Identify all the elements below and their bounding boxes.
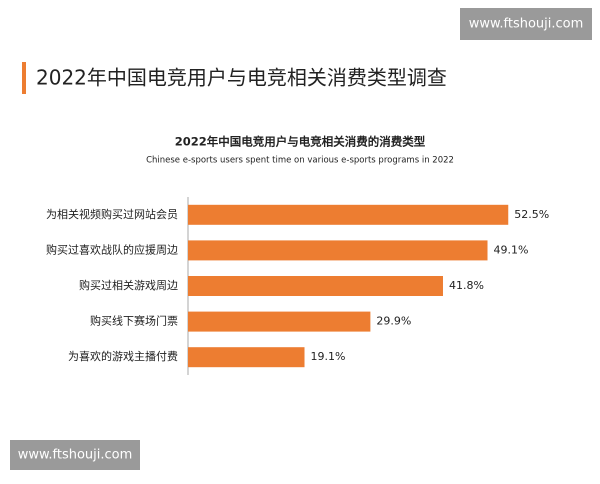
category-label: 为喜欢的游戏主播付费 <box>68 349 178 363</box>
value-label: 29.9% <box>376 315 411 328</box>
bar <box>188 204 509 225</box>
value-label: 49.1% <box>494 243 529 256</box>
watermark-box <box>10 440 140 470</box>
watermark-box <box>460 8 592 40</box>
category-label: 为相关视频购买过网站会员 <box>46 207 178 221</box>
bar <box>188 240 488 261</box>
category-label: 购买过喜欢战队的应援周边 <box>46 242 178 256</box>
value-label: 19.1% <box>311 350 346 363</box>
category-label: 购买过相关游戏周边 <box>79 278 178 292</box>
bar <box>188 276 443 296</box>
value-label: 52.5% <box>514 208 549 221</box>
watermark: www.ftshouji.com <box>469 17 584 32</box>
category-label: 购买线下赛场门票 <box>90 314 178 328</box>
value-label: 41.8% <box>449 279 484 292</box>
header-accent <box>22 62 26 94</box>
bar <box>188 311 371 332</box>
chart-title: 2022年中国电竞用户与电竞相关消费的消费类型 <box>175 135 426 149</box>
page-title: 2022年中国电竞用户与电竞相关消费类型调查 <box>36 66 447 90</box>
chart-subtitle: Chinese e-sports users spent time on var… <box>146 156 454 166</box>
watermark: www.ftshouji.com <box>18 448 133 463</box>
bar <box>188 347 305 368</box>
